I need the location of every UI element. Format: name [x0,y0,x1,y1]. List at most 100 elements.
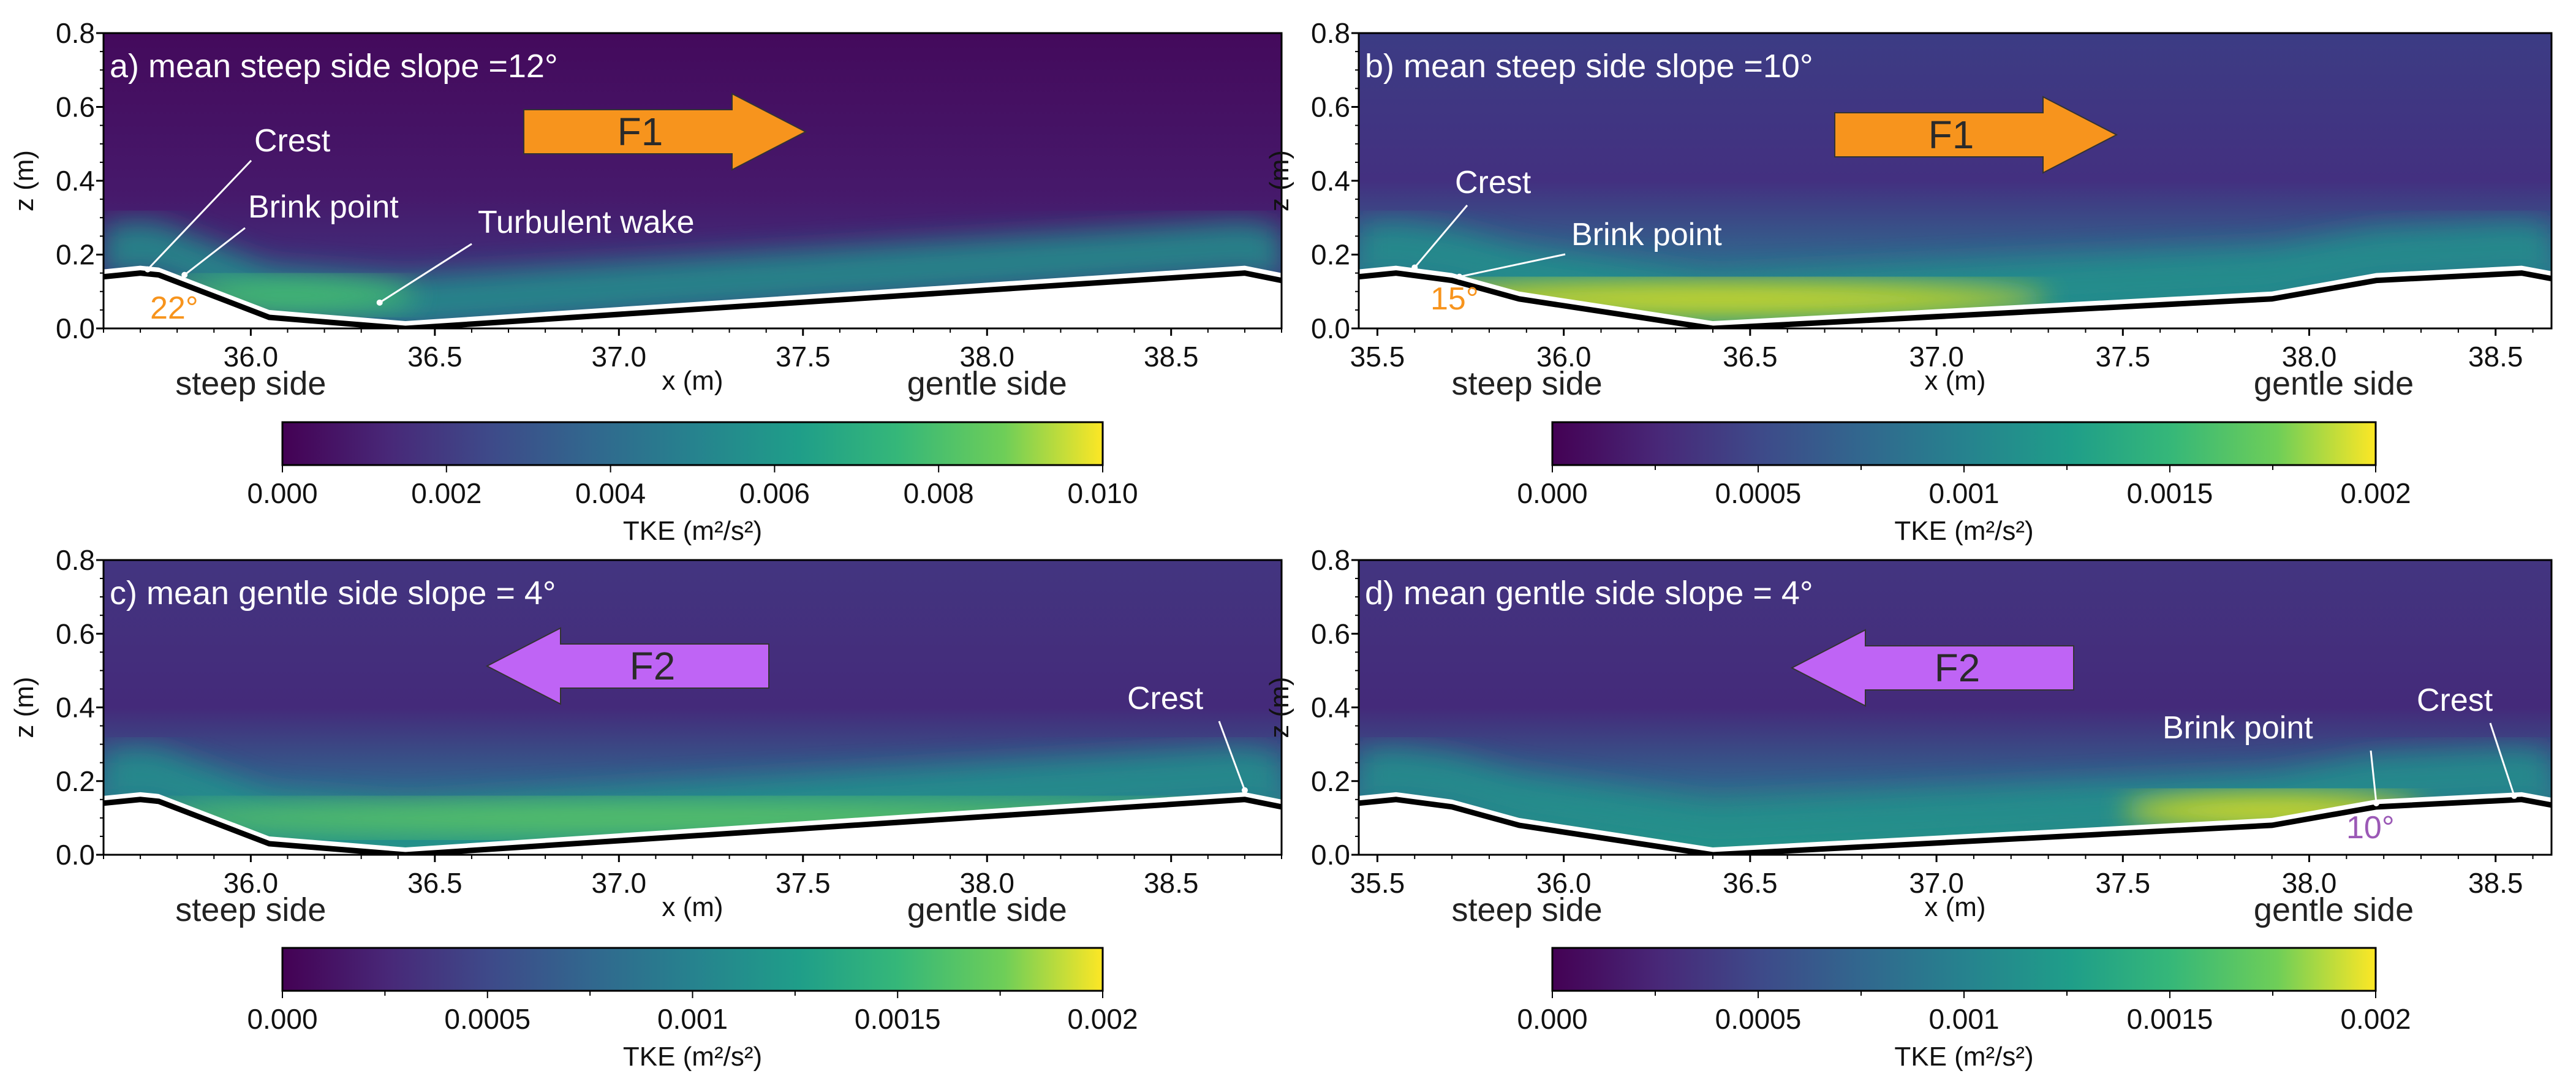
annotation-label: Crest [2417,683,2493,718]
annotation-arrowhead [145,266,151,273]
annotation-label: Brink point [1571,217,1722,252]
x-tick-label: 37.0 [1909,867,1964,899]
panel-title: a) mean steep side slope =12° [110,48,558,85]
colorbar-tick-label: 0.000 [1517,477,1587,509]
y-tick-label: 0.6 [1311,91,1350,123]
panel-d: 0.0 0.2 0.4 0.6 0.8 35.5 36.0 36.5 37.0 37.5 38.0 3… [1264,544,2553,1072]
bed-profile-line [104,797,1282,855]
flow-arrow-icon [523,93,807,171]
annotation-arrowhead [1241,787,1248,793]
y-tick-label: 0.0 [56,839,95,871]
x-tick-label: 37.5 [2096,341,2151,373]
colorbar-tick-label: 0.000 [247,1003,317,1035]
colorbar-tick-label: 0.002 [2340,1003,2411,1035]
y-axis-label: z (m) [1264,676,1294,738]
x-tick-label: 36.0 [1536,867,1592,899]
annotation-arrowhead [2373,800,2380,806]
x-tick-label: 37.5 [776,341,831,373]
x-tick-label: 37.0 [592,867,647,899]
annotation-arrow [1459,253,1566,278]
x-tick-label: 36.0 [1536,341,1592,373]
heatmap-field [104,33,1282,328]
y-tick-label: 0.6 [56,618,95,650]
x-tick-label: 38.0 [2282,341,2337,373]
panel-title: d) mean gentle side slope = 4° [1365,575,1813,612]
flow-arrow-label: F1 [1928,113,1974,157]
colorbar-tick-label: 0.001 [657,1003,728,1035]
colorbar-tick-label: 0.006 [739,477,810,509]
annotation-arrowhead [1411,264,1418,271]
flow-arrow-icon [1834,96,2118,174]
x-tick-label: 36.0 [224,867,279,899]
steep-side-label: steep side [175,892,326,928]
y-tick-label: 0.8 [1311,17,1350,49]
annotation-arrow [1218,721,1246,791]
y-tick-label: 0.0 [56,312,95,344]
colorbar-tick-label: 0.008 [904,477,974,509]
colorbar-label: TKE (m²/s²) [623,1042,762,1072]
panel-a: 0.0 0.2 0.4 0.6 0.8 36.0 36.5 37.0 37.5 38.0 38.5 x… [9,17,1283,546]
panel-b: 0.0 0.2 0.4 0.6 0.8 35.5 36.0 36.5 37.0 37.5 38.0 3… [1264,17,2553,546]
flow-arrow-label: F2 [630,644,676,688]
annotation-label: Brink point [2162,710,2313,746]
annotation-arrow [1414,205,1468,268]
x-tick-label: 37.5 [776,867,831,899]
x-tick-label: 38.5 [1144,341,1199,373]
x-axis-label: x (m) [1924,366,1985,396]
colorbar-tick-label: 0.001 [1928,477,1999,509]
annotation-label: Turbulent wake [478,205,695,240]
colorbar-tick-label: 0.0005 [1715,477,1802,509]
x-axis-label: x (m) [662,366,723,396]
colorbar-tick-label: 0.000 [1517,1003,1587,1035]
annotation-arrow [2370,750,2378,803]
flow-arrow-icon [485,627,769,705]
x-tick-label: 38.0 [2282,867,2337,899]
y-axis-label: z (m) [1264,150,1294,211]
y-tick-label: 0.0 [1311,839,1350,871]
y-tick-label: 0.6 [56,91,95,123]
annotation-arrow [2489,722,2515,797]
x-tick-label: 36.5 [1723,341,1778,373]
colorbar [281,947,1104,992]
steep-side-label: steep side [1452,892,1603,928]
y-axis-label: z (m) [9,676,39,738]
y-tick-label: 0.6 [1311,618,1350,650]
y-tick-label: 0.4 [1311,692,1350,724]
colorbar-tick-label: 0.002 [1067,1003,1138,1035]
x-tick-label: 35.5 [1350,867,1405,899]
x-tick-label: 36.0 [224,341,279,373]
colorbar [1551,947,2377,992]
flow-arrow-label: F2 [1935,646,1981,690]
x-tick-label: 38.5 [2468,867,2523,899]
colorbar-label: TKE (m²/s²) [1894,1042,2033,1072]
colorbar [1551,421,2377,466]
annotation-arrow [379,243,472,304]
colorbar-tick-label: 0.001 [1928,1003,1999,1035]
x-tick-label: 38.5 [2468,341,2523,373]
x-tick-label: 35.5 [1350,341,1405,373]
colorbar-tick-label: 0.0005 [1715,1003,1802,1035]
heatmap-field [1359,33,2551,328]
colorbar-tick-label: 0.0015 [855,1003,941,1035]
x-tick-label: 37.0 [592,341,647,373]
colorbar-label: TKE (m²/s²) [1894,516,2033,546]
annotation-label: Brink point [248,189,399,225]
steep-side-label: steep side [175,365,326,402]
x-tick-label: 38.0 [959,867,1014,899]
x-tick-label: 36.5 [407,867,463,899]
x-tick-label: 37.0 [1909,341,1964,373]
bed-profile-line [1359,797,2551,855]
colorbar-tick-label: 0.002 [411,477,482,509]
tke-band [1359,748,2551,855]
x-axis-label: x (m) [1924,892,1985,922]
heatmap-field [104,560,1282,855]
annotation-arrowhead [1456,273,1463,280]
x-tick-label: 36.5 [407,341,463,373]
panel-c: 0.0 0.2 0.4 0.6 0.8 36.0 36.5 37.0 37.5 38.0 38.5 x… [9,544,1283,1072]
annotation-label: Crest [254,123,331,159]
flow-arrow-label: F1 [618,110,663,154]
y-tick-label: 0.0 [1311,312,1350,344]
x-tick-label: 37.5 [2096,867,2151,899]
bed-mask [1359,792,2551,855]
bed-mask [1359,265,2551,328]
